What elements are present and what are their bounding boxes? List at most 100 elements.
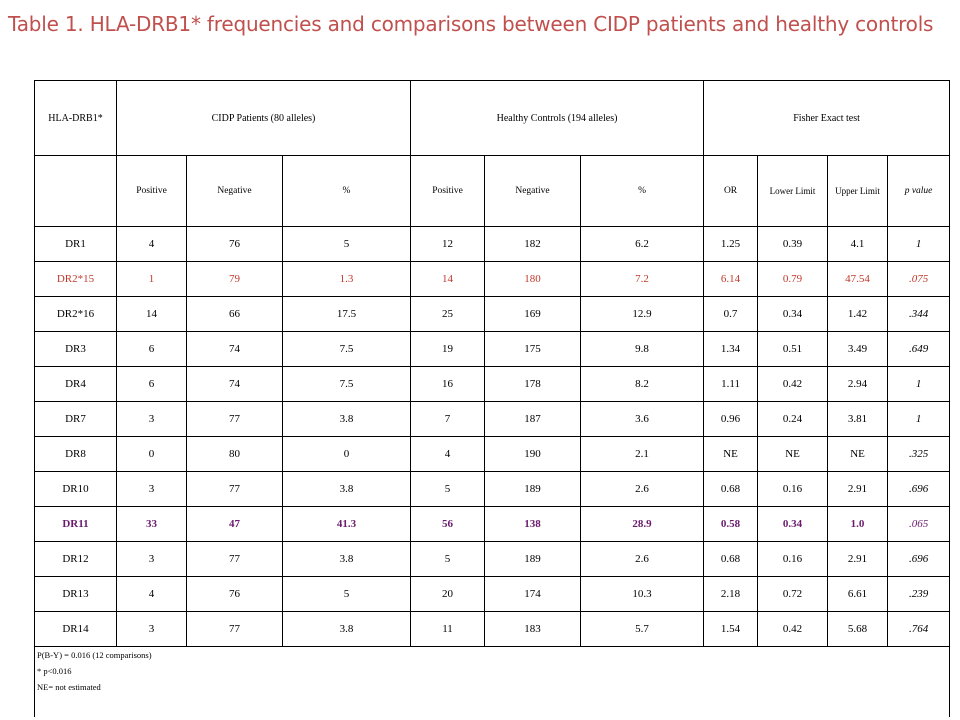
cell-controls-positive: 20 <box>410 576 486 612</box>
subheader-patients-negative: Negative <box>186 155 283 227</box>
table-row: DR12 3 77 3.8 5 189 2.6 0.68 0.16 2.91.696 <box>34 541 951 577</box>
cell-controls-negative: 190 <box>484 436 582 472</box>
cell-controls-positive: 4 <box>410 436 486 472</box>
header-row-subcolumns: Positive Negative % Positive Negative % … <box>34 155 951 227</box>
cell-controls-positive: 5 <box>410 541 486 577</box>
cell-p-value: .696 <box>887 541 951 577</box>
cell-allele: DR3 <box>34 331 117 367</box>
cell-upper-limit: 1.0 <box>827 506 889 542</box>
cell-odds-ratio: 0.58 <box>703 506 759 542</box>
cell-controls-percent: 28.9 <box>580 506 705 542</box>
cell-controls-positive: 5 <box>410 471 486 507</box>
cell-odds-ratio: 6.14 <box>703 261 759 297</box>
table-row: DR13 4 76 5 20 174 10.3 2.18 0.72 6.61.239 <box>34 576 951 612</box>
cell-allele: DR13 <box>34 576 117 612</box>
cell-patients-negative: 66 <box>186 296 283 332</box>
cell-controls-positive: 16 <box>410 366 486 402</box>
cell-allele: DR4 <box>34 366 117 402</box>
cell-p-value: .239 <box>887 576 951 612</box>
cell-patients-negative: 77 <box>186 401 283 437</box>
cell-allele: DR7 <box>34 401 117 437</box>
cell-patients-percent: 3.8 <box>281 401 412 437</box>
table-body: DR1 4 76 5 12 182 6.2 1.25 0.39 4.1 1 DR2*15 1 79 1.3 1… <box>34 226 951 647</box>
cell-lower-limit: 0.34 <box>757 296 829 332</box>
cell-p-value: .065 <box>887 506 951 542</box>
cell-patients-positive: 3 <box>116 541 187 577</box>
cell-p-value: 1 <box>887 226 951 262</box>
cell-lower-limit: 0.34 <box>757 506 829 542</box>
footnotes-cell: P(B-Y) = 0.016 (12 comparisons) * p<0.01… <box>33 646 951 717</box>
cell-odds-ratio: 0.7 <box>703 296 759 332</box>
subheader-lower-limit: Lower Limit <box>757 155 829 227</box>
cell-patients-negative: 80 <box>186 436 283 472</box>
cell-upper-limit: 2.91 <box>827 541 889 577</box>
cell-lower-limit: 0.42 <box>757 366 829 402</box>
cell-patients-negative: 79 <box>186 261 283 297</box>
cell-controls-percent: 2.1 <box>580 436 705 472</box>
table-row: DR7 3 77 3.8 7 187 3.6 0.96 0.24 3.81 1 <box>34 401 951 437</box>
cell-patients-percent: 5 <box>281 226 412 262</box>
cell-controls-negative: 183 <box>484 611 582 647</box>
cell-patients-percent: 0 <box>281 436 412 472</box>
cell-patients-positive: 3 <box>116 471 187 507</box>
cell-allele: DR12 <box>34 541 117 577</box>
cell-patients-negative: 77 <box>186 541 283 577</box>
cell-allele: DR8 <box>34 436 117 472</box>
cell-patients-percent: 1.3 <box>281 261 412 297</box>
cell-upper-limit: 3.81 <box>827 401 889 437</box>
cell-patients-percent: 3.8 <box>281 611 412 647</box>
cell-controls-percent: 2.6 <box>580 471 705 507</box>
cell-controls-percent: 12.9 <box>580 296 705 332</box>
cell-p-value: 1 <box>887 366 951 402</box>
cell-patients-negative: 74 <box>186 331 283 367</box>
table-row: DR11 33 47 41.3 56 138 28.9 0.58 0.34 1.0.065 <box>34 506 951 542</box>
cell-p-value: .325 <box>887 436 951 472</box>
cell-allele: DR10 <box>34 471 117 507</box>
table-row: DR1 4 76 5 12 182 6.2 1.25 0.39 4.1 1 <box>34 226 951 262</box>
cell-upper-limit: 1.42 <box>827 296 889 332</box>
cell-patients-positive: 33 <box>116 506 187 542</box>
subheader-upper-limit: Upper Limit <box>827 155 889 227</box>
footnote-correction: P(B-Y) = 0.016 (12 comparisons) <box>37 650 152 660</box>
cell-controls-percent: 2.6 <box>580 541 705 577</box>
cell-controls-percent: 3.6 <box>580 401 705 437</box>
cell-patients-positive: 6 <box>116 366 187 402</box>
cell-controls-positive: 25 <box>410 296 486 332</box>
cell-controls-negative: 189 <box>484 541 582 577</box>
header-row-groups: HLA-DRB1* CIDP Patients (80 alleles) Hea… <box>34 80 951 156</box>
cell-patients-negative: 77 <box>186 471 283 507</box>
cell-lower-limit: 0.42 <box>757 611 829 647</box>
cell-allele: DR11 <box>34 506 117 542</box>
cell-p-value: 1 <box>887 401 951 437</box>
cell-patients-percent: 3.8 <box>281 471 412 507</box>
cell-p-value: .075 <box>887 261 951 297</box>
table-row: DR8 0 80 0 4 190 2.1 NE NE NE .325 <box>34 436 951 472</box>
cell-patients-percent: 5 <box>281 576 412 612</box>
cell-upper-limit: 2.91 <box>827 471 889 507</box>
cell-controls-negative: 174 <box>484 576 582 612</box>
table-row: DR14 3 77 3.8 11 183 5.7 1.54 0.42 5.68.764 <box>34 611 951 647</box>
cell-patients-positive: 1 <box>116 261 187 297</box>
table-row: DR4 6 74 7.5 16 178 8.2 1.11 0.42 2.94 1 <box>34 366 951 402</box>
cell-controls-negative: 182 <box>484 226 582 262</box>
cell-upper-limit: 6.61 <box>827 576 889 612</box>
cell-allele: DR2*16 <box>34 296 117 332</box>
cell-patients-positive: 0 <box>116 436 187 472</box>
cell-controls-percent: 8.2 <box>580 366 705 402</box>
cell-patients-positive: 4 <box>116 226 187 262</box>
footnote-significance: * p<0.016 <box>37 666 72 676</box>
cell-controls-positive: 19 <box>410 331 486 367</box>
cell-allele: DR1 <box>34 226 117 262</box>
cell-patients-percent: 7.5 <box>281 331 412 367</box>
cell-odds-ratio: 0.68 <box>703 541 759 577</box>
cell-controls-percent: 7.2 <box>580 261 705 297</box>
cell-patients-negative: 47 <box>186 506 283 542</box>
cell-controls-positive: 56 <box>410 506 486 542</box>
cell-upper-limit: 4.1 <box>827 226 889 262</box>
cell-odds-ratio: 1.25 <box>703 226 759 262</box>
cell-patients-positive: 14 <box>116 296 187 332</box>
hla-frequency-table: HLA-DRB1* CIDP Patients (80 alleles) Hea… <box>33 80 951 717</box>
cell-p-value: .696 <box>887 471 951 507</box>
cell-controls-negative: 178 <box>484 366 582 402</box>
cell-p-value: .764 <box>887 611 951 647</box>
